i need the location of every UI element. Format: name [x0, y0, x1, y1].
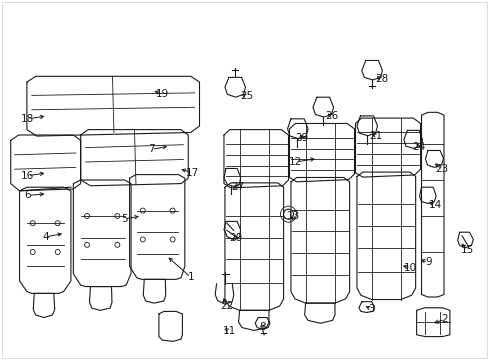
Text: 19: 19 [156, 89, 169, 99]
Text: 28: 28 [374, 74, 387, 84]
Text: 22: 22 [219, 301, 233, 311]
Text: 25: 25 [240, 91, 253, 102]
Text: 23: 23 [434, 164, 447, 174]
Text: 5: 5 [121, 214, 128, 224]
Text: 8: 8 [258, 322, 265, 332]
Text: 9: 9 [424, 257, 431, 267]
Text: 24: 24 [411, 142, 425, 152]
Text: 17: 17 [185, 168, 199, 178]
Text: 18: 18 [21, 114, 35, 124]
Text: 2: 2 [441, 314, 447, 324]
Text: 29: 29 [295, 133, 308, 143]
Text: 10: 10 [404, 263, 416, 273]
Text: 26: 26 [325, 111, 338, 121]
Text: 14: 14 [427, 200, 441, 210]
Text: 7: 7 [148, 144, 155, 154]
Text: 13: 13 [286, 211, 300, 221]
Text: 16: 16 [21, 171, 35, 181]
Text: 4: 4 [42, 232, 49, 242]
Text: 12: 12 [288, 157, 302, 167]
Text: 27: 27 [230, 182, 244, 192]
Text: 21: 21 [368, 131, 382, 141]
Text: 20: 20 [229, 233, 242, 243]
Text: 6: 6 [24, 190, 31, 201]
Text: 11: 11 [223, 326, 236, 336]
Text: 15: 15 [459, 245, 473, 255]
Text: 3: 3 [367, 304, 374, 314]
Text: 1: 1 [187, 272, 194, 282]
